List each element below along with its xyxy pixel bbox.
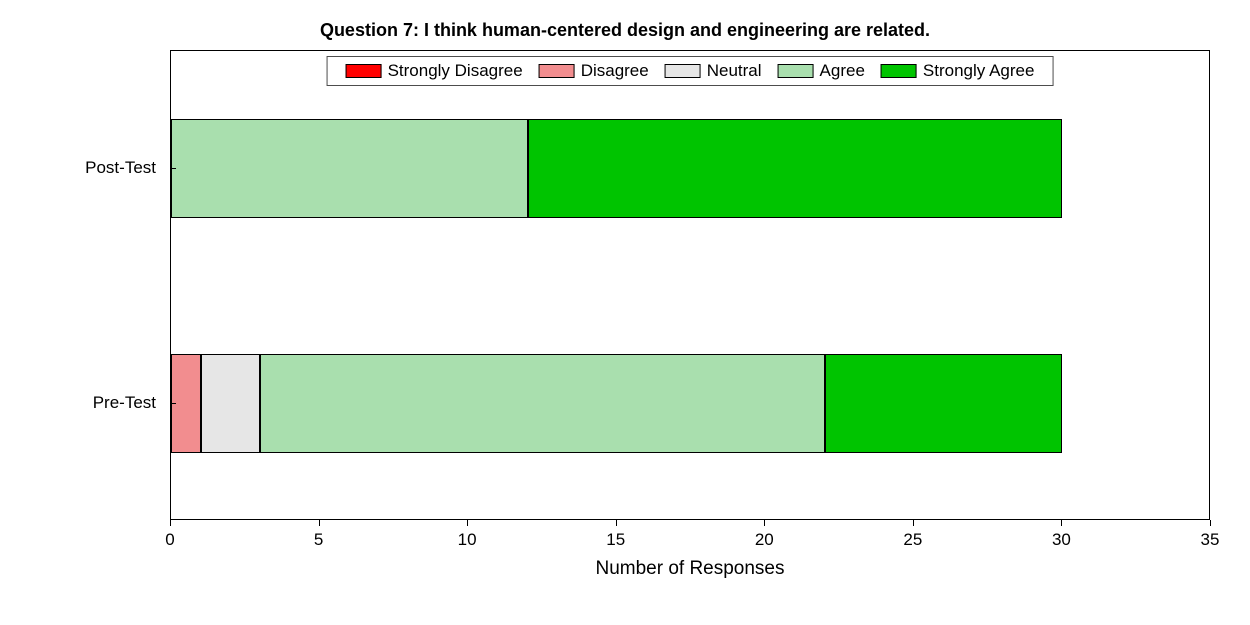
x-tick-label: 20 bbox=[755, 530, 774, 550]
y-tick-label: Post-Test bbox=[0, 158, 156, 178]
bar-segment-strongly-agree bbox=[528, 119, 1063, 218]
chart-container: Question 7: I think human-centered desig… bbox=[0, 0, 1250, 625]
plot-area bbox=[170, 50, 1210, 520]
legend-label: Agree bbox=[820, 61, 865, 81]
legend-item-disagree: Disagree bbox=[539, 61, 649, 81]
legend-swatch bbox=[539, 64, 575, 78]
x-tick-label: 35 bbox=[1201, 530, 1220, 550]
legend-swatch bbox=[346, 64, 382, 78]
x-tick-label: 30 bbox=[1052, 530, 1071, 550]
x-tick-mark bbox=[913, 520, 914, 526]
x-tick-label: 10 bbox=[458, 530, 477, 550]
legend-item-strongly-disagree: Strongly Disagree bbox=[346, 61, 523, 81]
x-tick-mark bbox=[764, 520, 765, 526]
chart-title: Question 7: I think human-centered desig… bbox=[0, 20, 1250, 41]
x-tick-mark bbox=[319, 520, 320, 526]
legend-swatch bbox=[778, 64, 814, 78]
bar-segment-strongly-agree bbox=[825, 354, 1063, 453]
bar-row bbox=[171, 119, 1062, 218]
y-tick-mark bbox=[170, 403, 176, 404]
bar-row bbox=[171, 354, 1062, 453]
legend-label: Strongly Agree bbox=[923, 61, 1035, 81]
x-tick-label: 15 bbox=[606, 530, 625, 550]
x-tick-mark bbox=[616, 520, 617, 526]
x-tick-mark bbox=[1210, 520, 1211, 526]
legend-label: Strongly Disagree bbox=[388, 61, 523, 81]
legend-label: Neutral bbox=[707, 61, 762, 81]
x-tick-label: 5 bbox=[314, 530, 323, 550]
x-tick-label: 0 bbox=[165, 530, 174, 550]
legend-item-strongly-agree: Strongly Agree bbox=[881, 61, 1035, 81]
bar-segment-agree bbox=[260, 354, 825, 453]
bar-segment-neutral bbox=[201, 354, 260, 453]
legend-item-agree: Agree bbox=[778, 61, 865, 81]
legend-label: Disagree bbox=[581, 61, 649, 81]
legend-swatch bbox=[881, 64, 917, 78]
legend-item-neutral: Neutral bbox=[665, 61, 762, 81]
y-tick-mark bbox=[170, 168, 176, 169]
bar-segment-agree bbox=[171, 119, 528, 218]
y-tick-label: Pre-Test bbox=[0, 393, 156, 413]
legend: Strongly Disagree Disagree Neutral Agree Str… bbox=[327, 56, 1054, 86]
x-tick-label: 25 bbox=[903, 530, 922, 550]
x-tick-mark bbox=[467, 520, 468, 526]
x-axis-label: Number of Responses bbox=[170, 558, 1210, 580]
x-tick-mark bbox=[1061, 520, 1062, 526]
legend-swatch bbox=[665, 64, 701, 78]
x-tick-mark bbox=[170, 520, 171, 526]
